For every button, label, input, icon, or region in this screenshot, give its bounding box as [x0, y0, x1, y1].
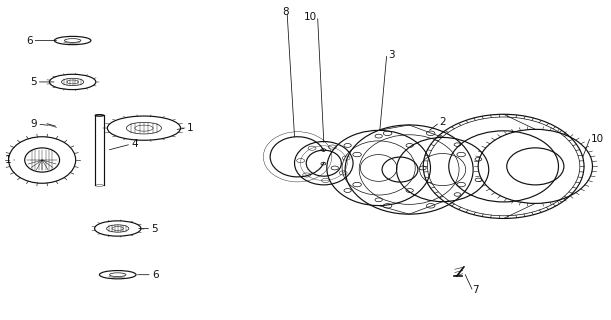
Text: 4: 4 — [131, 139, 137, 149]
Text: 10: 10 — [304, 12, 317, 22]
Text: 1: 1 — [4, 155, 11, 165]
Text: 1: 1 — [186, 123, 193, 133]
Text: 5: 5 — [152, 223, 158, 234]
Text: 3: 3 — [388, 50, 395, 60]
Text: 6: 6 — [152, 270, 158, 280]
Text: 7: 7 — [472, 285, 478, 295]
Text: 9: 9 — [31, 119, 37, 129]
Text: 6: 6 — [26, 36, 32, 45]
Text: 8: 8 — [282, 7, 288, 18]
Text: 5: 5 — [30, 77, 37, 87]
Text: 10: 10 — [591, 134, 604, 144]
Text: 2: 2 — [439, 117, 446, 127]
